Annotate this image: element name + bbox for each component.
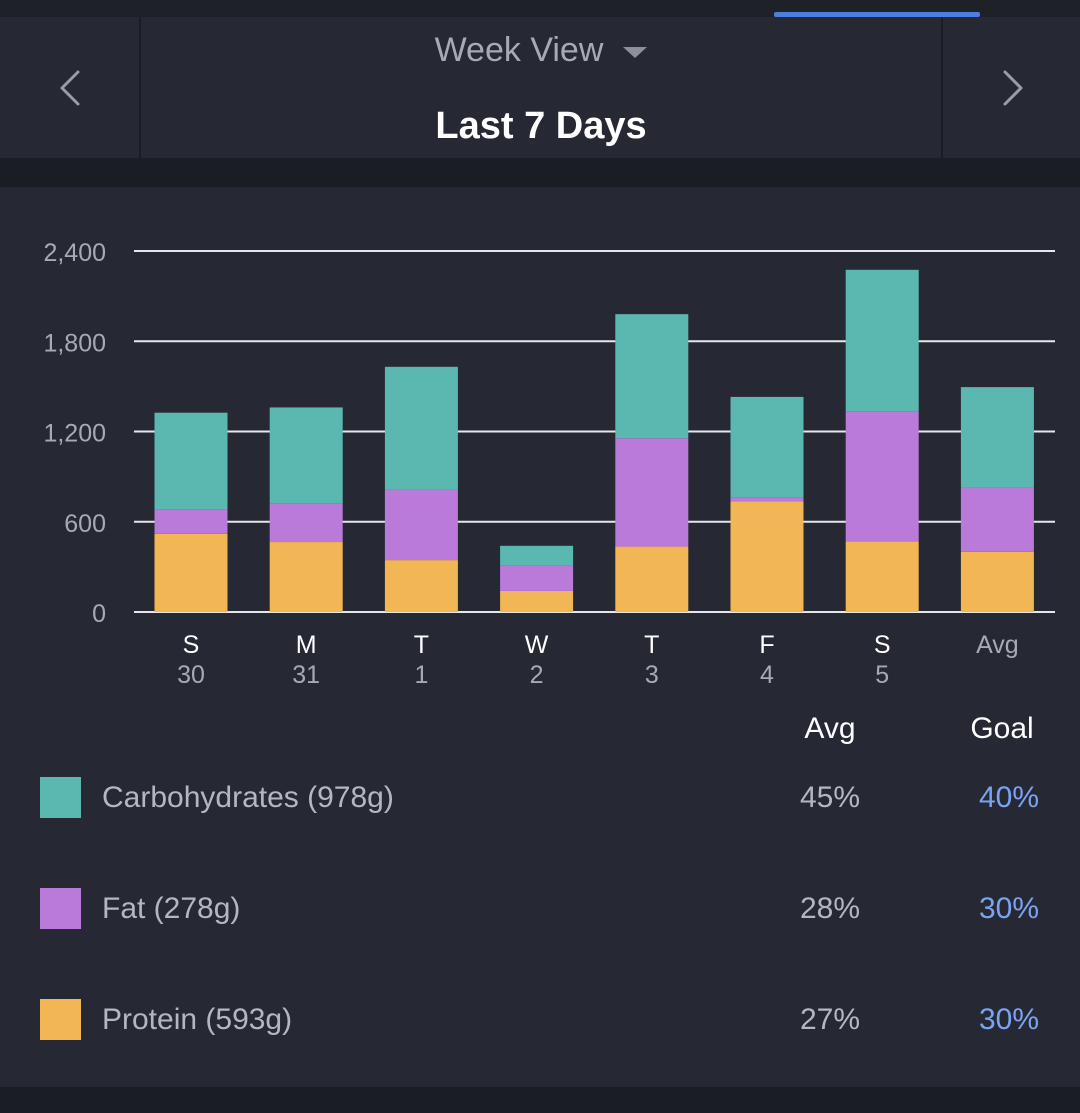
bar-segment-carbohydrates: [845, 269, 919, 412]
y-tick-label: 1,800: [43, 329, 106, 357]
bar-segment-protein: [960, 551, 1034, 612]
previous-period-button[interactable]: [0, 17, 141, 158]
x-tick-label: M: [296, 631, 317, 659]
chevron-right-icon: [1003, 70, 1022, 105]
protein-avg: 27%: [799, 1003, 861, 1036]
x-tick-sublabel: 5: [875, 661, 889, 689]
bar-segment-protein: [845, 541, 919, 612]
carbohydrates-avg: 45%: [799, 781, 861, 814]
chevron-left-icon: [60, 70, 79, 105]
bar-segment-carbohydrates: [500, 545, 574, 566]
x-tick-label: Avg: [976, 631, 1019, 659]
x-tick-sublabel: 1: [414, 661, 428, 689]
x-tick-label: T: [414, 631, 429, 659]
bar-segment-carbohydrates: [960, 387, 1034, 488]
fat-label: Fat (278g): [102, 892, 241, 925]
x-tick-label: S: [183, 631, 200, 659]
range-title: Last 7 Days: [435, 105, 647, 147]
x-tick-label: S: [874, 631, 891, 659]
macros-panel: 0 600 1,200 1,800 2,400 S 30 M 31 T 1 W 2 T 3 F 4 S 5 Avg A…: [0, 187, 1080, 1087]
fat-goal[interactable]: 30%: [978, 892, 1040, 925]
bar-segment-protein: [500, 590, 574, 612]
protein-swatch: [40, 999, 81, 1040]
bar-segment-carbohydrates: [384, 366, 458, 490]
x-tick-label: T: [644, 631, 659, 659]
x-tick-label: W: [525, 631, 549, 659]
bar-segment-fat: [615, 438, 689, 547]
bar-segment-fat: [730, 497, 804, 502]
x-tick-sublabel: 31: [292, 661, 320, 689]
bar-segment-fat: [269, 503, 343, 543]
fat-avg: 28%: [799, 892, 861, 925]
y-tick-label: 2,400: [43, 239, 106, 267]
date-range-header: Week View Last 7 Days: [0, 17, 1080, 158]
view-dropdown[interactable]: Week View: [141, 31, 941, 70]
bar-segment-fat: [154, 509, 228, 534]
x-tick-sublabel: 4: [760, 661, 774, 689]
legend-row-protein: Protein (593g) 27% 30%: [0, 989, 1080, 1049]
bar-segment-protein: [615, 546, 689, 612]
fat-swatch: [40, 888, 81, 929]
bar-segment-carbohydrates: [154, 412, 228, 510]
bar-segment-carbohydrates: [269, 407, 343, 504]
bar-segment-protein: [730, 501, 804, 612]
next-period-button[interactable]: [941, 17, 1080, 158]
legend-row-carbohydrates: Carbohydrates (978g) 45% 40%: [0, 767, 1080, 827]
bar-segment-protein: [269, 542, 343, 612]
legend-row-fat: Fat (278g) 28% 30%: [0, 878, 1080, 938]
bar-segment-carbohydrates: [615, 314, 689, 439]
protein-goal[interactable]: 30%: [978, 1003, 1040, 1036]
view-selector[interactable]: Week View Last 7 Days: [141, 17, 941, 158]
x-tick-sublabel: 3: [645, 661, 659, 689]
bar-segment-protein: [384, 560, 458, 612]
bar-segment-fat: [960, 487, 1034, 552]
bar-segment-fat: [500, 565, 574, 591]
carbohydrates-goal[interactable]: 40%: [978, 781, 1040, 814]
y-tick-label: 1,200: [43, 420, 106, 448]
carbohydrates-label: Carbohydrates (978g): [102, 781, 394, 814]
y-tick-label: 0: [92, 600, 106, 628]
carbohydrates-swatch: [40, 777, 81, 818]
x-tick-sublabel: 30: [177, 661, 205, 689]
bar-segment-protein: [154, 533, 228, 612]
x-tick-label: F: [759, 631, 774, 659]
protein-label: Protein (593g): [102, 1003, 293, 1036]
y-tick-label: 600: [64, 510, 106, 538]
avg-column-header: Avg: [804, 712, 856, 745]
view-label: Week View: [434, 31, 604, 69]
bar-segment-carbohydrates: [730, 396, 804, 498]
x-tick-sublabel: 2: [530, 661, 544, 689]
goal-column-header: Goal: [970, 712, 1034, 745]
caret-down-icon: [623, 46, 648, 58]
bar-segment-fat: [845, 411, 919, 542]
active-tab-indicator: [774, 12, 980, 17]
bar-segment-fat: [384, 489, 458, 561]
